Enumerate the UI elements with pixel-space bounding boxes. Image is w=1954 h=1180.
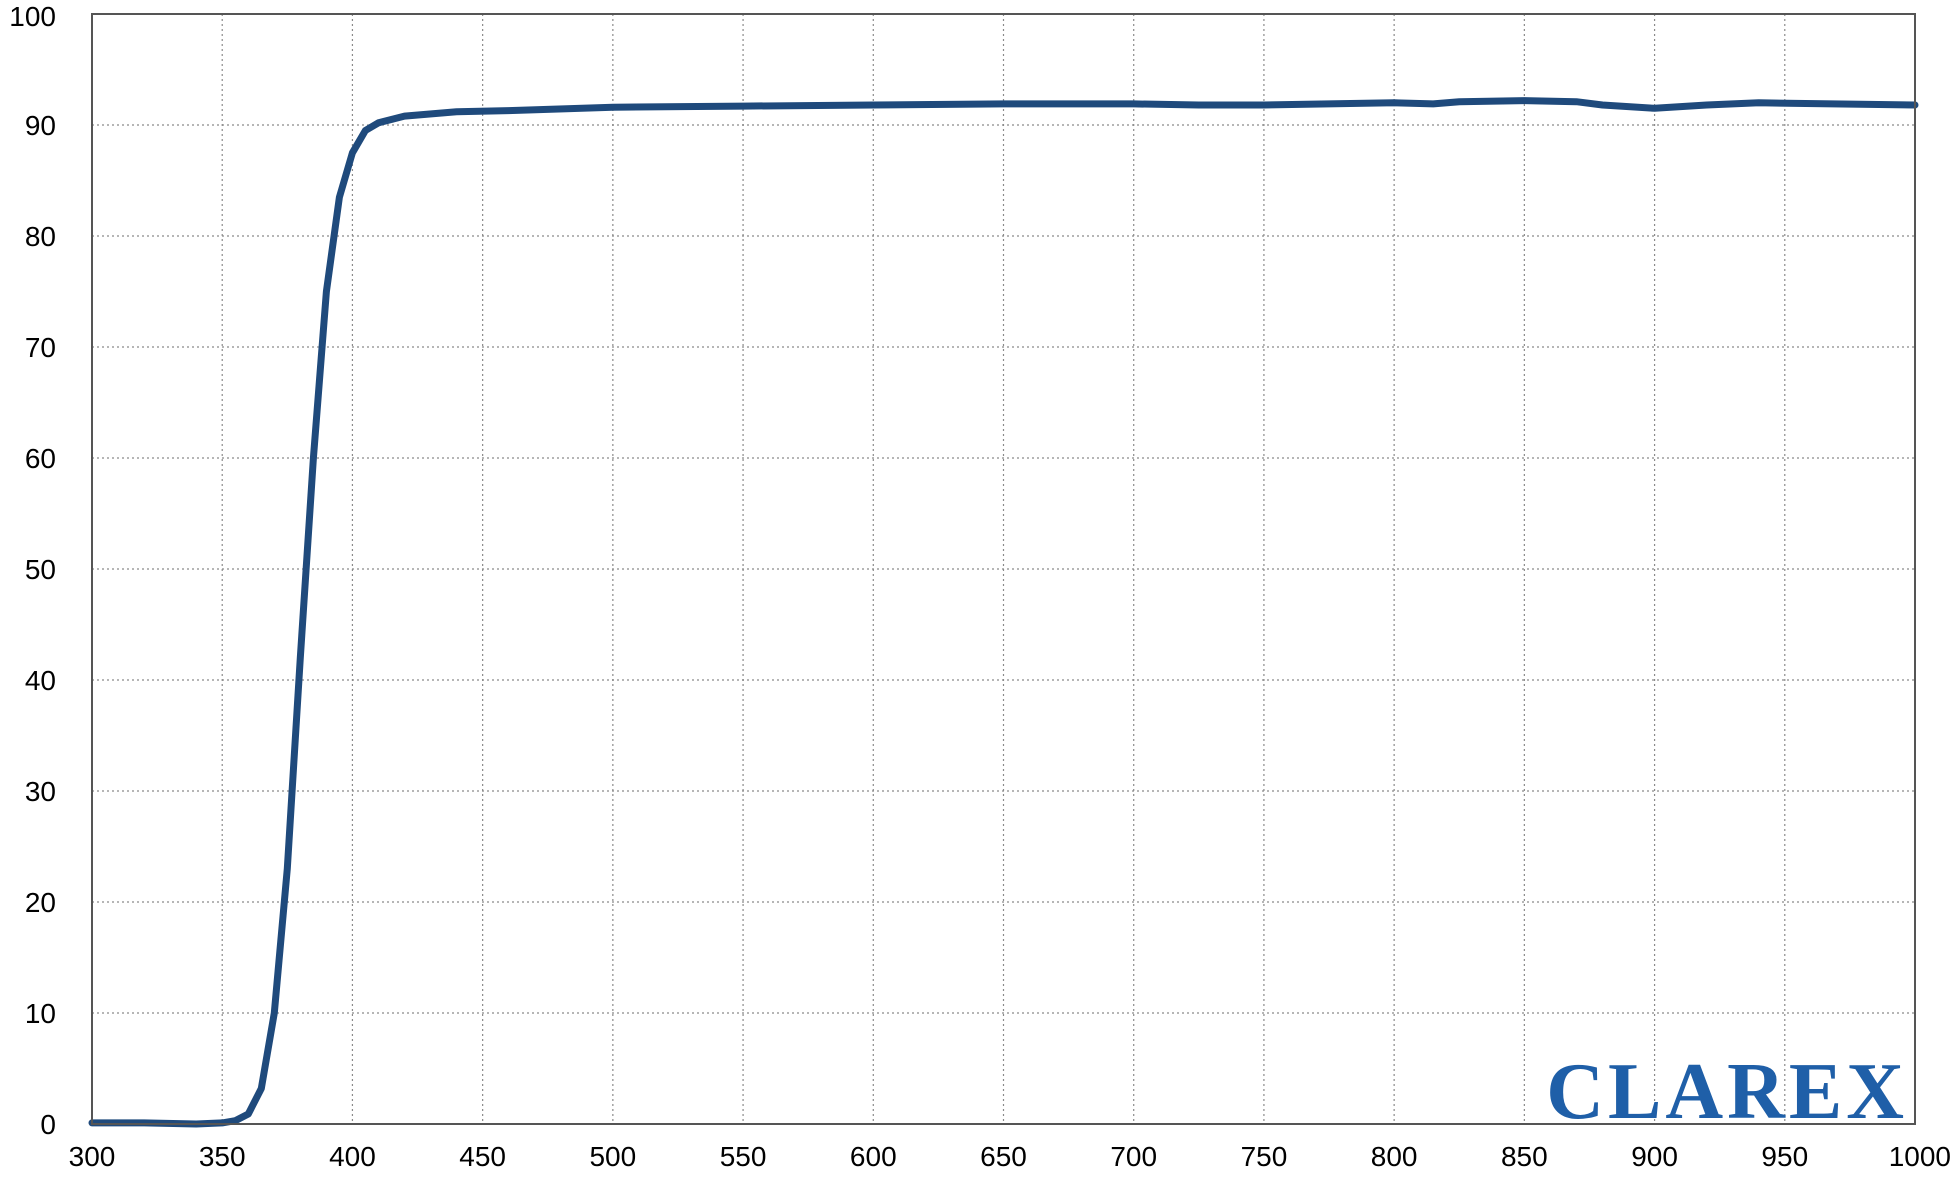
x-tick-label: 800 — [1371, 1141, 1418, 1172]
x-tick-label: 350 — [199, 1141, 246, 1172]
series-layer — [88, 97, 1919, 1128]
x-tick-label: 600 — [850, 1141, 897, 1172]
x-tick-label: 450 — [459, 1141, 506, 1172]
x-tick-label: 300 — [69, 1141, 116, 1172]
y-axis-ticks: 0 10 20 30 40 50 60 70 80 90 100 — [9, 1, 56, 1140]
y-tick-label: 100 — [9, 1, 56, 32]
y-tick-label: 20 — [25, 887, 56, 918]
clarex-logo: CLAREX — [1546, 1048, 1908, 1136]
y-tick-label: 40 — [25, 665, 56, 696]
y-tick-label: 30 — [25, 776, 56, 807]
x-tick-label: 550 — [720, 1141, 767, 1172]
y-tick-label: 80 — [25, 221, 56, 252]
x-tick-label: 1000 — [1889, 1141, 1951, 1172]
grid — [91, 13, 1916, 1125]
series-line — [88, 97, 1919, 1128]
x-tick-label: 900 — [1631, 1141, 1678, 1172]
y-tick-label: 10 — [25, 998, 56, 1029]
x-tick-label: 750 — [1241, 1141, 1288, 1172]
plot-frame — [91, 13, 1916, 1125]
y-tick-label: 90 — [25, 110, 56, 141]
x-axis-ticks: 300 350 400 450 500 550 600 650 700 750 800 850 900 9… — [69, 1141, 1951, 1172]
x-tick-label: 500 — [589, 1141, 636, 1172]
y-tick-label: 0 — [40, 1109, 56, 1140]
y-tick-label: 70 — [25, 332, 56, 363]
x-tick-label: 700 — [1110, 1141, 1157, 1172]
x-tick-label: 400 — [329, 1141, 376, 1172]
x-tick-label: 950 — [1761, 1141, 1808, 1172]
y-tick-label: 60 — [25, 443, 56, 474]
y-tick-label: 50 — [25, 554, 56, 585]
x-tick-label: 850 — [1501, 1141, 1548, 1172]
x-tick-label: 650 — [980, 1141, 1027, 1172]
